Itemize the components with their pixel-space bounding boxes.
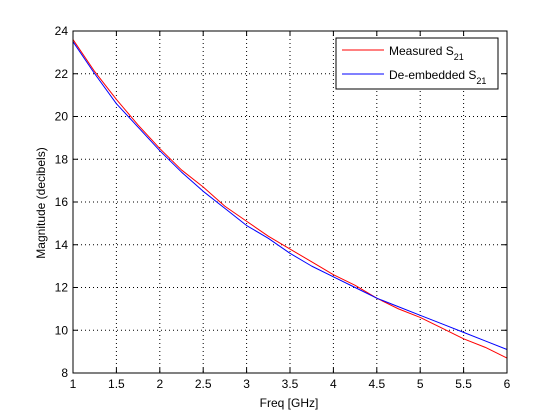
y-tick-label: 22 xyxy=(55,67,69,81)
series-group xyxy=(72,39,508,359)
x-tick-label: 5 xyxy=(417,377,424,391)
legend: Measured S21 De-embedded S21 xyxy=(335,37,499,90)
legend-label-deembedded: De-embedded S21 xyxy=(389,68,486,86)
ticks xyxy=(72,30,508,374)
y-tick-label: 24 xyxy=(55,24,69,38)
y-tick-label: 12 xyxy=(55,281,69,295)
legend-box xyxy=(335,37,499,90)
y-tick-label: 20 xyxy=(55,110,69,124)
y-axis-label: Magnitude (decibels) xyxy=(34,147,48,258)
grid xyxy=(73,31,507,373)
x-tick-label: 1.5 xyxy=(108,377,125,391)
x-tick-label: 4 xyxy=(330,377,337,391)
y-tick-label: 18 xyxy=(55,152,69,166)
x-axis-label: Freq [GHz] xyxy=(260,396,319,410)
x-tick-label: 2 xyxy=(156,377,163,391)
y-tick-label: 14 xyxy=(55,238,69,252)
y-tick-label: 10 xyxy=(55,323,69,337)
legend-label-measured-subscript: 21 xyxy=(454,52,464,62)
x-tick-label: 3 xyxy=(243,377,250,391)
legend-label-deembedded-subscript: 21 xyxy=(476,76,486,86)
x-tick-label: 4.5 xyxy=(368,377,385,391)
legend-label-measured: Measured S21 xyxy=(389,44,464,62)
legend-label-measured-text: Measured S xyxy=(389,44,454,58)
tick-labels: 1 1.5 2 2.5 3 3.5 4 4.5 5 5.5 6 8 10 12 14 16 18 20 22 24 xyxy=(55,24,511,391)
measured-s21-line xyxy=(72,39,508,359)
legend-label-deembedded-text: De-embedded S xyxy=(389,68,476,82)
x-tick-label: 2.5 xyxy=(195,377,212,391)
y-tick-label: 16 xyxy=(55,195,69,209)
y-tick-label: 8 xyxy=(61,366,68,380)
x-tick-label: 1 xyxy=(70,377,77,391)
x-tick-label: 5.5 xyxy=(455,377,472,391)
x-tick-label: 3.5 xyxy=(282,377,299,391)
x-tick-label: 6 xyxy=(504,377,511,391)
deembedded-s21-line xyxy=(72,41,508,350)
